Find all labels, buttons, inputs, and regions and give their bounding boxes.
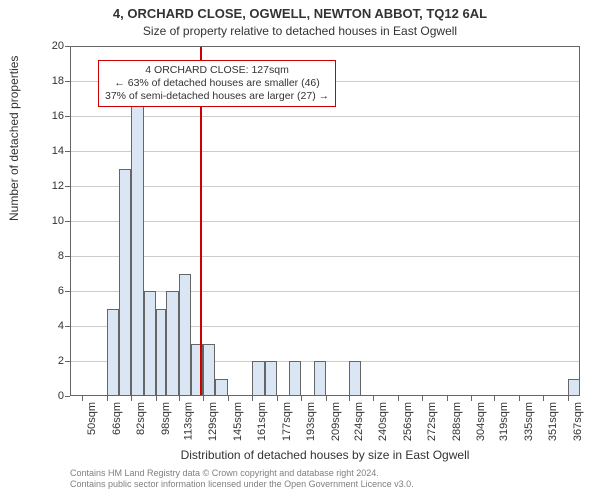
- y-tick-mark: [65, 46, 70, 47]
- y-tick-label: 4: [0, 320, 64, 332]
- x-tick-mark: [519, 396, 520, 401]
- y-tick-label: 2: [0, 355, 64, 367]
- y-tick-label: 0: [0, 390, 64, 402]
- x-tick-mark: [422, 396, 423, 401]
- y-tick-mark: [65, 396, 70, 397]
- x-tick-mark: [156, 396, 157, 401]
- y-tick-mark: [65, 116, 70, 117]
- x-tick-mark: [447, 396, 448, 401]
- x-tick-mark: [301, 396, 302, 401]
- y-tick-mark: [65, 326, 70, 327]
- x-tick-mark: [543, 396, 544, 401]
- x-axis-label: Distribution of detached houses by size …: [70, 448, 580, 462]
- x-tick-mark: [373, 396, 374, 401]
- x-tick-mark: [398, 396, 399, 401]
- x-tick-mark: [82, 396, 83, 401]
- y-tick-mark: [65, 186, 70, 187]
- x-tick-mark: [471, 396, 472, 401]
- credits: Contains HM Land Registry data © Crown c…: [70, 468, 580, 491]
- x-tick-mark: [203, 396, 204, 401]
- x-tick-mark: [326, 396, 327, 401]
- x-tick-mark: [179, 396, 180, 401]
- y-tick-mark: [65, 291, 70, 292]
- credits-line-2: Contains public sector information licen…: [70, 479, 580, 490]
- x-tick-mark: [494, 396, 495, 401]
- y-tick-mark: [65, 81, 70, 82]
- x-tick-mark: [568, 396, 569, 401]
- chart-title-sub: Size of property relative to detached ho…: [0, 24, 600, 38]
- x-tick-mark: [277, 396, 278, 401]
- y-tick-mark: [65, 256, 70, 257]
- x-tick-mark: [349, 396, 350, 401]
- x-tick-mark: [107, 396, 108, 401]
- y-tick-label: 10: [0, 215, 64, 227]
- chart-title-main: 4, ORCHARD CLOSE, OGWELL, NEWTON ABBOT, …: [0, 6, 600, 21]
- x-tick-mark: [252, 396, 253, 401]
- x-tick-mark: [131, 396, 132, 401]
- credits-line-1: Contains HM Land Registry data © Crown c…: [70, 468, 580, 479]
- y-tick-mark: [65, 221, 70, 222]
- y-tick-label: 8: [0, 250, 64, 262]
- x-tick-mark: [228, 396, 229, 401]
- y-tick-label: 14: [0, 145, 64, 157]
- plot-border: [70, 46, 580, 396]
- plot-area: 4 ORCHARD CLOSE: 127sqm← 63% of detached…: [70, 46, 580, 396]
- y-tick-label: 16: [0, 110, 64, 122]
- y-tick-label: 6: [0, 285, 64, 297]
- y-tick-label: 12: [0, 180, 64, 192]
- y-tick-label: 20: [0, 40, 64, 52]
- y-tick-mark: [65, 151, 70, 152]
- y-tick-label: 18: [0, 75, 64, 87]
- y-tick-mark: [65, 361, 70, 362]
